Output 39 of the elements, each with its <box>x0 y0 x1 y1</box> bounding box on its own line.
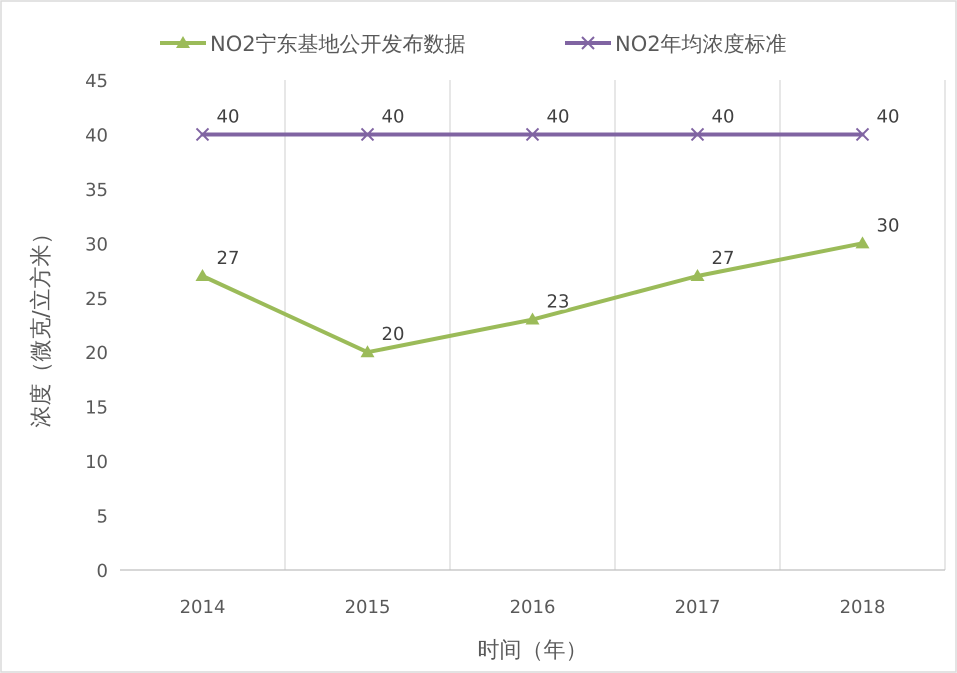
point <box>196 127 210 142</box>
y-tick-label: 0 <box>96 561 108 582</box>
point <box>526 127 540 142</box>
data-label: 27 <box>712 248 734 269</box>
point <box>360 345 374 358</box>
y-tick-label: 25 <box>85 288 108 310</box>
data-label: 40 <box>546 106 570 128</box>
data-label: 30 <box>876 215 900 236</box>
data-label: 27 <box>216 248 240 269</box>
x-tick-label: 2018 <box>840 597 886 618</box>
data-label: 40 <box>382 106 404 128</box>
point <box>856 236 870 248</box>
data-label: 23 <box>546 292 570 313</box>
y-tick-label: 35 <box>85 180 108 201</box>
x-tick-label: 2017 <box>674 597 720 618</box>
y-tick-label: 45 <box>85 71 108 92</box>
x-tick-label: 2016 <box>510 597 556 618</box>
legend-label: NO2宁东基地公开发布数据 <box>210 32 466 56</box>
x-axis-title: 时间（年） <box>478 638 588 663</box>
data-label: 40 <box>712 106 734 128</box>
data-label: 40 <box>216 106 240 128</box>
y-tick-label: 10 <box>85 452 108 474</box>
y-tick-label: 15 <box>85 398 108 419</box>
x-tick-label: 2015 <box>344 597 390 618</box>
point <box>690 269 704 281</box>
y-tick-label: 5 <box>96 506 108 528</box>
point <box>690 127 704 142</box>
y-tick-label: 40 <box>85 125 108 146</box>
data-label: 40 <box>876 106 900 128</box>
y-axis-title: 浓度（微克/立方米） <box>29 222 54 428</box>
point <box>196 269 210 281</box>
point <box>526 312 540 325</box>
point <box>856 127 870 142</box>
legend-label: NO2年均浓度标准 <box>615 32 787 56</box>
y-tick-label: 20 <box>85 343 108 364</box>
data-label: 20 <box>382 324 404 346</box>
x-tick-label: 2014 <box>180 597 226 618</box>
y-tick-label: 30 <box>85 234 108 256</box>
point <box>360 127 374 142</box>
